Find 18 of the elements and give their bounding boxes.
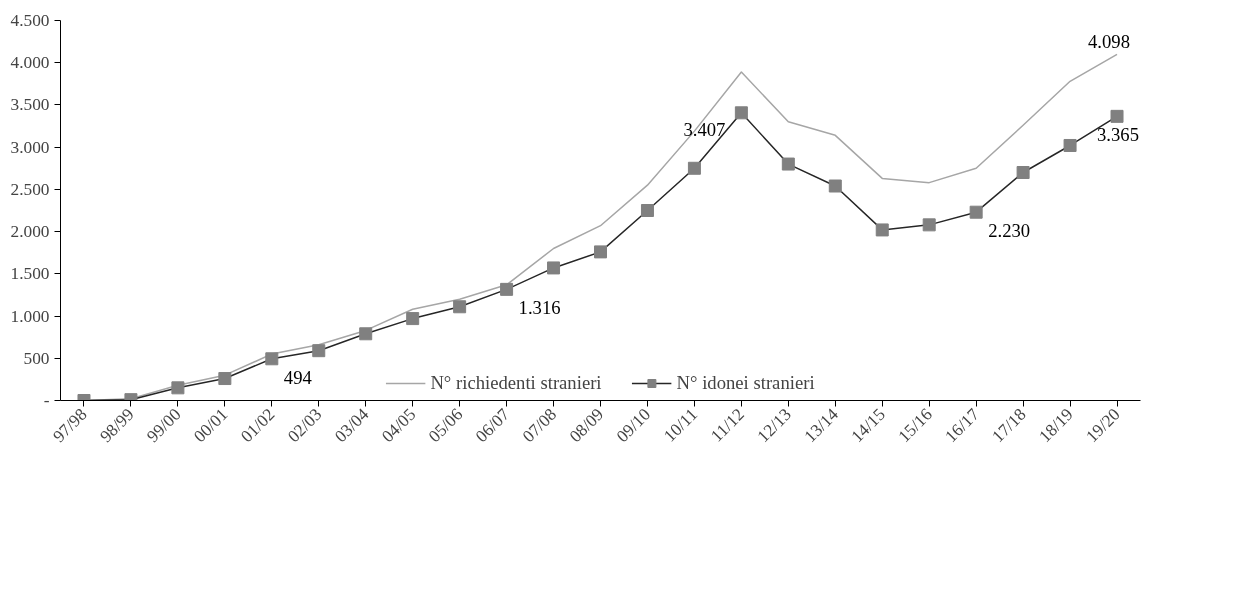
data-label: 494 (283, 366, 313, 388)
y-tick-label: 4.500 (10, 11, 50, 30)
y-tick-label: 2.500 (10, 179, 50, 199)
data-label: 3.365 (1097, 124, 1140, 146)
data-label: 3.407 (683, 118, 726, 140)
y-tick-label: 4.000 (10, 53, 50, 73)
y-tick-label: 1.000 (10, 306, 50, 326)
y-tick-label: 500 (23, 348, 50, 368)
y-tick-label: 3.000 (10, 137, 50, 157)
y-tick-label: 2.000 (10, 222, 50, 242)
y-tick-label: - (43, 391, 50, 410)
legend-label: N° richiedenti stranieri (430, 372, 602, 394)
legend-label: N° idonei stranieri (676, 372, 815, 394)
y-tick-label: 3.500 (10, 95, 50, 115)
data-label: 2.230 (988, 220, 1031, 242)
y-tick-label: 1.500 (10, 264, 50, 284)
data-label: 1.316 (518, 297, 561, 319)
data-label: 4.098 (1088, 31, 1131, 53)
